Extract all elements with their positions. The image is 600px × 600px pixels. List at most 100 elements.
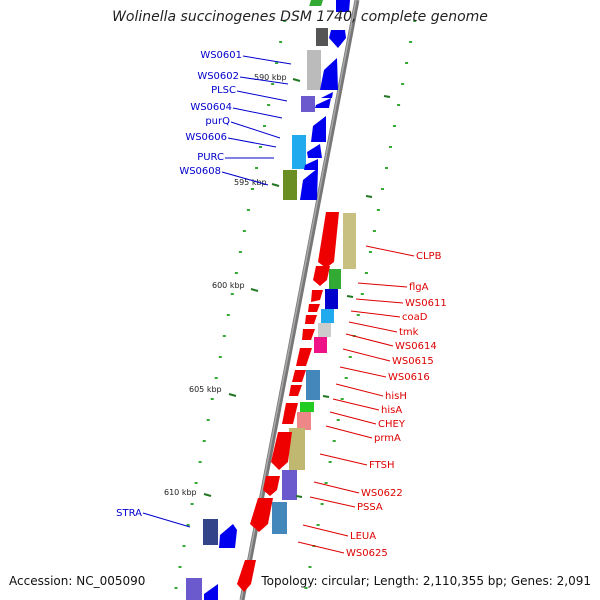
tick-dot: [182, 545, 186, 547]
function-track: [186, 0, 356, 600]
tick-dot: [324, 482, 328, 484]
track-block: [314, 337, 327, 353]
gene-label: STRA: [116, 508, 142, 519]
gene-label: prmA: [374, 433, 401, 444]
tick-dot: [263, 125, 266, 127]
tick-dot: [230, 293, 234, 295]
track-block: [321, 309, 334, 323]
gene-arrow: [336, 0, 350, 12]
forward-label-lines: [142, 55, 292, 528]
tick-dot: [336, 419, 340, 421]
gene-arrow: [219, 524, 237, 548]
track-block: [186, 578, 202, 600]
tick-dot: [210, 398, 214, 400]
track-block: [300, 402, 314, 412]
scale-label: 590 kbp: [254, 73, 287, 82]
tick-dot: [275, 62, 279, 64]
gene-arrow: [318, 212, 339, 268]
tick-dot: [344, 377, 348, 379]
gene-label: WS0614: [395, 341, 437, 352]
forward-genes: [204, 0, 350, 600]
scale-labels: 590 kbp 595 kbp 600 kbp 605 kbp 610 kbp: [164, 73, 287, 497]
gene-label: CLPB: [416, 251, 442, 262]
track-block: [309, 0, 325, 6]
tick-dot: [194, 482, 198, 484]
gene-label: WS0622: [361, 488, 403, 499]
gene-label: purQ: [205, 116, 230, 127]
tick-dot: [381, 188, 384, 190]
gene-arrow: [292, 370, 306, 382]
gene-arrow: [271, 432, 292, 470]
gene-arrow: [321, 92, 333, 98]
gene-arrow: [282, 403, 298, 424]
track-block: [292, 135, 306, 169]
tick-dot: [222, 335, 226, 337]
tick-dot: [198, 461, 202, 463]
track-block: [307, 50, 321, 90]
gene-arrow: [302, 329, 315, 340]
gene-label: WS0602: [197, 71, 239, 82]
tick-dot: [389, 146, 392, 148]
gene-arrow: [305, 315, 317, 324]
gene-label: PLSC: [211, 85, 236, 96]
gene-label: WS0625: [346, 548, 388, 559]
tick-dot: [234, 272, 238, 274]
track-block: [301, 96, 315, 112]
track-block: [329, 269, 341, 289]
gene-label: hisH: [385, 391, 407, 402]
track-block: [282, 470, 297, 500]
tick-dot: [316, 524, 320, 526]
gene-arrow: [204, 584, 218, 600]
tick-dot: [356, 314, 360, 316]
scale-ticks: [203, 78, 391, 498]
gene-arrow: [263, 476, 280, 496]
gene-label: tmk: [399, 327, 419, 338]
map-title: Wolinella succinogenes DSM 1740, complet…: [112, 9, 488, 25]
forward-gene-labels: WS0601 WS0602 PLSC WS0604 purQ WS0606 PU…: [116, 50, 242, 519]
gene-label: WS0606: [185, 132, 227, 143]
tick-dot: [397, 104, 401, 106]
gene-arrow: [315, 98, 331, 108]
tick-dot: [372, 230, 376, 232]
tick-dot: [178, 566, 182, 568]
tick-dot: [214, 377, 218, 379]
tick-dot: [304, 587, 308, 589]
track-block: [289, 428, 305, 470]
tick-dot: [279, 41, 283, 43]
gene-arrow: [237, 560, 256, 592]
tick-dot: [413, 20, 417, 22]
tick-dot: [376, 209, 380, 211]
gene-label: flgA: [409, 282, 429, 293]
tick-dot: [186, 524, 190, 526]
tick-dot: [246, 209, 250, 211]
track-block: [203, 519, 218, 545]
track-block: [316, 28, 328, 46]
scale-label: 605 kbp: [189, 385, 222, 394]
gene-label: WS0611: [405, 298, 447, 309]
tick-dot: [332, 440, 336, 442]
gene-label: PSSA: [357, 502, 383, 513]
tick-dot: [255, 167, 258, 169]
gene-label: WS0608: [179, 166, 221, 177]
gene-arrow: [307, 144, 322, 158]
track-block: [297, 412, 311, 430]
tick-dots: [174, 20, 417, 589]
tick-dot: [308, 566, 312, 568]
gene-label: FTSH: [369, 460, 395, 471]
tick-dot: [328, 461, 332, 463]
tick-dot: [385, 167, 388, 169]
tick-dot: [409, 41, 413, 43]
track-block: [306, 370, 320, 400]
track-block: [283, 170, 297, 200]
tick-dot: [283, 20, 287, 22]
track-block: [325, 289, 338, 309]
tick-dot: [226, 314, 230, 316]
track-block: [272, 502, 287, 534]
gene-arrow: [289, 385, 302, 396]
gene-arrow: [320, 58, 338, 90]
gene-arrow: [311, 116, 326, 142]
tick-dot: [251, 188, 254, 190]
tick-dot: [364, 272, 368, 274]
gene-arrow: [329, 30, 346, 48]
